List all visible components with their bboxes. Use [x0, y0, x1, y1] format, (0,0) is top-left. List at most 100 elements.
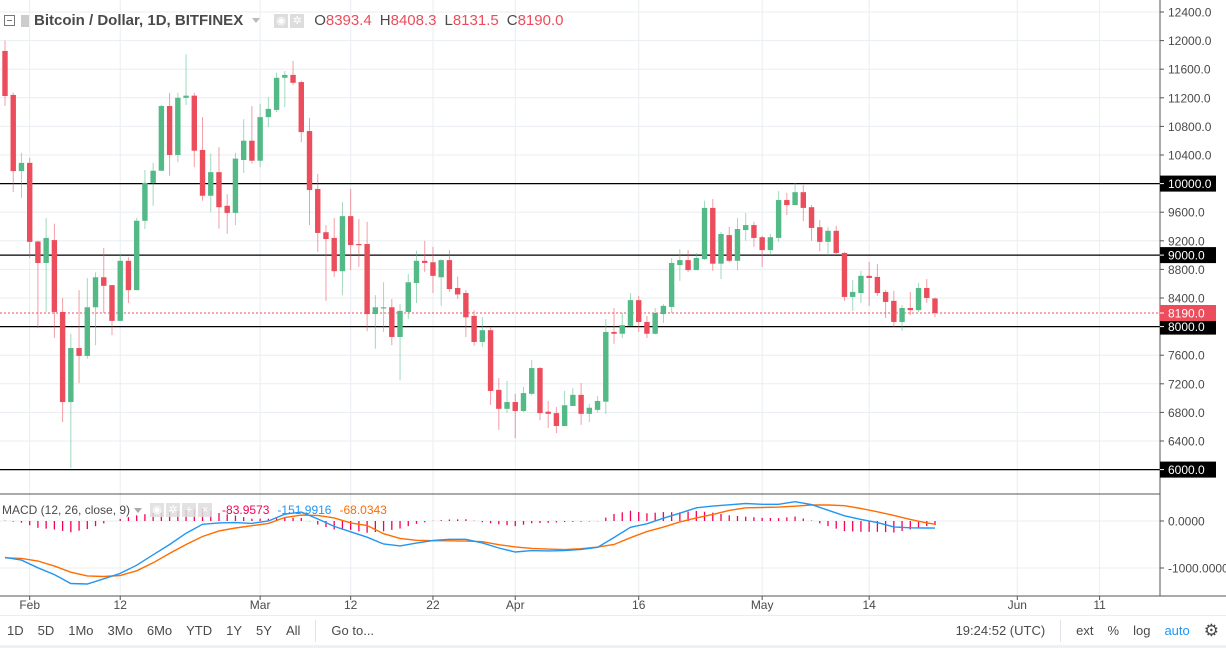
range-1y[interactable]: 1Y	[226, 623, 243, 638]
range-1mo[interactable]: 1Mo	[68, 623, 94, 638]
range-5y[interactable]: 5Y	[256, 623, 272, 638]
candle-body	[191, 95, 197, 151]
candle-body	[685, 260, 691, 271]
settings-gear-icon[interactable]: ⚙	[1203, 620, 1219, 640]
range-ytd[interactable]: YTD	[186, 623, 213, 638]
percent-toggle[interactable]: %	[1107, 623, 1120, 638]
candle-body	[660, 305, 667, 315]
chevron-down-icon[interactable]	[252, 18, 261, 23]
time-tick-label: May	[751, 598, 774, 612]
candle-body	[306, 131, 313, 191]
candle-body	[125, 260, 132, 291]
candles	[2, 40, 938, 469]
candle-body	[718, 234, 724, 264]
candle-body	[109, 285, 115, 321]
axes[interactable]: 12400.0 12000.0 11600.0 11200.0 10800.0 10400…	[0, 0, 1226, 612]
macd-value: -151.9916	[277, 503, 332, 517]
candle-body	[166, 106, 173, 155]
level-price-label: 8000.0	[1168, 320, 1205, 334]
candle-body	[389, 307, 395, 337]
plus-icon[interactable]: +	[182, 503, 197, 517]
candle-body	[891, 300, 897, 322]
macd-title[interactable]: MACD (12, 26, close, 9)	[2, 503, 131, 517]
candle-body	[907, 308, 913, 311]
candle-body	[397, 310, 403, 337]
time-tick-label: 16	[632, 598, 646, 612]
candle-body	[570, 394, 576, 406]
candle-body	[800, 192, 807, 208]
auto-toggle[interactable]: auto	[1164, 623, 1190, 638]
level-price-label-bg	[1160, 247, 1216, 264]
candle-body	[751, 225, 757, 238]
candle-body	[849, 291, 856, 297]
level-price-label-bg	[1160, 175, 1216, 192]
candle-body	[874, 276, 881, 293]
candle-body	[767, 237, 774, 251]
candle-body	[331, 237, 337, 272]
candle-body	[438, 260, 444, 278]
candle-body	[915, 287, 922, 311]
candle-body	[668, 262, 675, 307]
gear-icon[interactable]: ✲	[166, 503, 181, 517]
price-tick-label: 9200.0	[1168, 234, 1205, 248]
collapse-icon[interactable]	[4, 15, 15, 26]
gear-icon[interactable]: ✲	[290, 13, 305, 28]
price-chart[interactable]: 12400.0 12000.0 11600.0 11200.0 10800.0 10400…	[0, 0, 1226, 615]
candle-body	[817, 227, 823, 242]
range-1d[interactable]: 1D	[7, 623, 24, 638]
candle-body	[273, 77, 280, 110]
candle-body	[347, 216, 354, 246]
candle-body	[586, 407, 593, 414]
price-tick-label: 8400.0	[1168, 292, 1205, 306]
candle-body	[644, 321, 650, 334]
eye-icon[interactable]: ◉	[274, 13, 289, 28]
symbol-title[interactable]: Bitcoin / Dollar, 1D, BITFINEX	[34, 12, 244, 29]
price-tick-label: 11200.0	[1168, 91, 1211, 105]
candle-body	[693, 257, 700, 271]
flag-icon[interactable]	[21, 14, 29, 27]
candle-body	[924, 287, 930, 298]
time-tick-label: 22	[426, 598, 440, 612]
candle-body	[512, 402, 518, 411]
eye-icon[interactable]: ◉	[150, 503, 165, 517]
candle-body	[84, 307, 90, 356]
candle-body	[652, 313, 658, 334]
candle-body	[405, 282, 411, 312]
ohlc-low: L8131.5	[444, 12, 499, 29]
candle-body	[51, 240, 58, 312]
candle-body	[150, 170, 156, 183]
candle-body	[932, 298, 938, 314]
candle-body	[257, 117, 263, 161]
candle-body	[479, 330, 486, 342]
candle-body	[339, 216, 346, 272]
range-3mo[interactable]: 3Mo	[107, 623, 133, 638]
ext-toggle[interactable]: ext	[1076, 623, 1094, 638]
chevron-down-icon[interactable]	[134, 507, 143, 513]
time-tick-label: Jun	[1008, 598, 1027, 612]
level-price-label-bg	[1160, 318, 1216, 335]
range-6mo[interactable]: 6Mo	[146, 623, 173, 638]
level-price-label: 9000.0	[1168, 249, 1205, 263]
candle-body	[775, 200, 782, 238]
bottom-toolbar: 1D 5D 1Mo 3Mo 6Mo YTD 1Y 5Y All Go to...…	[0, 615, 1226, 645]
candle-body	[224, 205, 230, 213]
time-tick-label: Mar	[250, 598, 271, 612]
candle-body	[380, 307, 387, 309]
candle-body	[315, 188, 321, 233]
log-toggle[interactable]: log	[1133, 623, 1151, 638]
range-all[interactable]: All	[285, 623, 301, 638]
candle-body	[101, 277, 107, 286]
candle-body	[142, 182, 148, 221]
candle-body	[594, 400, 601, 410]
candle-body	[529, 368, 535, 394]
price-tick-label: 12400.0	[1168, 6, 1212, 20]
time-tick-label: 12	[344, 598, 358, 612]
close-icon[interactable]: ×	[198, 503, 213, 517]
time-tick-label: 14	[862, 598, 876, 612]
goto-button[interactable]: Go to...	[331, 623, 375, 638]
candle-body	[323, 232, 329, 240]
time-tick-label: Apr	[506, 598, 525, 612]
range-5d[interactable]: 5D	[37, 623, 55, 638]
ohlc-open: O8393.4	[314, 12, 372, 29]
clock[interactable]: 19:24:52 (UTC)	[955, 623, 1046, 638]
